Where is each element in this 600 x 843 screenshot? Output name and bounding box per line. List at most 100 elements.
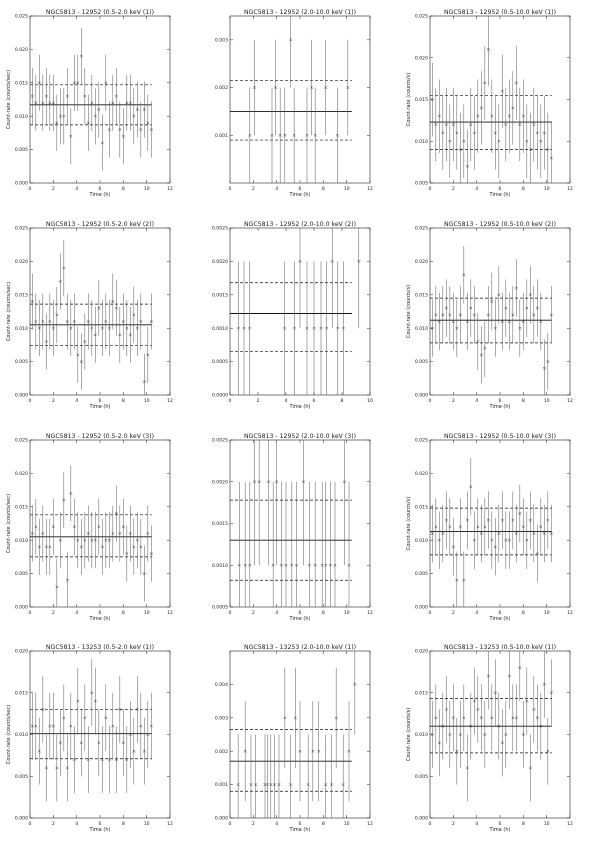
data-point [476,707,480,711]
data-point [97,741,101,745]
x-tick-label: 2 [52,186,55,192]
data-point [313,563,317,567]
data-point [511,518,515,522]
data-point [455,131,459,135]
data-point [104,716,108,720]
y-tick-label: 0.015 [15,292,28,298]
data-point [278,133,282,137]
y-axis-label: Count-rate (counts/sec) [6,494,12,553]
data-point [306,783,310,787]
lightcurve-panel: NGC5813 - 12952 (2.0-10.0 keV (3)) 0 2 4 6 8 1… [200,432,376,629]
lightcurve-panel: NGC5813 - 12952 (0.5-2.0 keV (3)) 0 2 4 6 8 10… [0,432,176,629]
data-point [465,320,469,323]
data-point [521,114,525,118]
data-point [93,114,97,118]
data-point [539,320,543,323]
plot-frame [429,439,571,608]
data-point [142,572,146,576]
data-point [142,749,146,753]
data-point [507,674,511,678]
data-point [104,320,108,323]
data-point [253,480,256,484]
data-point [295,563,298,567]
data-point [444,518,448,522]
y-tick-label: 0.005 [15,359,28,365]
data-point [493,131,497,135]
lightcurve-svg: NGC5813 - 13253 (0.5-2.0 keV (1)) 0 2 4 6 8 10… [6,644,173,833]
data-point [335,133,339,137]
data-point [298,259,302,263]
data-point [128,101,132,105]
data-point [334,716,338,720]
x-tick-label: 6 [99,186,102,192]
data-point [139,545,143,549]
y-tick-label: 0.000 [15,181,28,187]
data-point [507,114,511,118]
x-tick-label: 4 [475,821,478,827]
data-point [111,101,115,105]
y-tick-label: 0.015 [415,504,428,510]
y-tick-label: 0.000 [415,605,428,611]
x-tick-label: 6 [499,610,502,616]
x-tick-label: 0 [429,821,432,827]
data-point [146,532,150,535]
y-tick-label: 0.015 [15,504,28,510]
data-point [476,114,480,118]
x-tick-label: 8 [322,610,325,616]
data-point [493,691,497,695]
data-point [111,532,115,535]
lightcurve-panel: NGC5813 - 13253 (0.5-10.0 keV (1)) 0 2 4 6 8 1… [400,643,576,840]
data-point [483,346,487,350]
x-tick-label: 10 [344,186,350,192]
chart-title: NGC5813 - 12952 (0.5-10.0 keV (1)) [444,9,556,16]
data-point [462,139,466,143]
lightcurve-svg: NGC5813 - 12952 (2.0-10.0 keV (3)) 0 2 4 6 8 1… [212,433,373,622]
plot-frame [429,650,571,819]
lightcurve-panel: NGC5813 - 12952 (2.0-10.0 keV (2)) 0 2 4 6 8 1… [200,220,376,417]
data-point [539,525,543,529]
x-tick-label: 12 [567,821,573,827]
data-point [111,724,115,728]
plot-frame [229,15,371,184]
data-point [79,545,83,549]
lightcurve-panel: NGC5813 - 12952 (0.5-2.0 keV (1)) 0 2 4 6 8 10… [0,8,176,205]
x-tick-label: 12 [367,821,373,827]
y-tick-label: 0.001 [215,133,228,139]
lightcurve-svg: NGC5813 - 12952 (0.5-2.0 keV (3)) 0 2 4 6 8 10… [6,433,173,622]
data-point [542,682,546,686]
x-tick-label: 6 [499,821,502,827]
data-point [125,552,129,556]
data-point [132,313,136,317]
y-tick-label: 0.0025 [212,226,228,232]
y-tick-label: 0.001 [215,782,228,788]
data-point [135,538,139,542]
y-tick-label: 0.005 [415,359,428,365]
data-point [90,538,94,542]
x-tick-label: 2 [452,186,455,192]
data-point [441,532,445,535]
x-tick-label: 2 [52,821,55,827]
data-point [444,306,448,310]
data-point [100,545,104,549]
data-point [263,783,267,787]
x-tick-label: 0 [229,398,232,404]
data-point [472,538,476,542]
data-point [118,532,122,535]
x-tick-label: 10 [367,398,373,404]
y-tick-label: 0.020 [15,47,28,53]
data-point [139,724,143,728]
data-point [518,666,522,670]
data-point [324,783,328,787]
data-point [458,313,462,317]
x-tick-label: 10 [344,610,350,616]
y-tick-label: 0.002 [215,85,228,91]
data-point [257,480,261,484]
data-point [121,525,125,529]
x-tick-label: 0 [429,398,432,404]
data-point [248,563,252,567]
data-point [93,538,97,542]
data-point [539,724,543,728]
chart-title: NGC5813 - 12952 (2.0-10.0 keV (2)) [244,221,356,228]
y-tick-label: 0.0010 [212,326,228,332]
data-point [48,545,52,549]
